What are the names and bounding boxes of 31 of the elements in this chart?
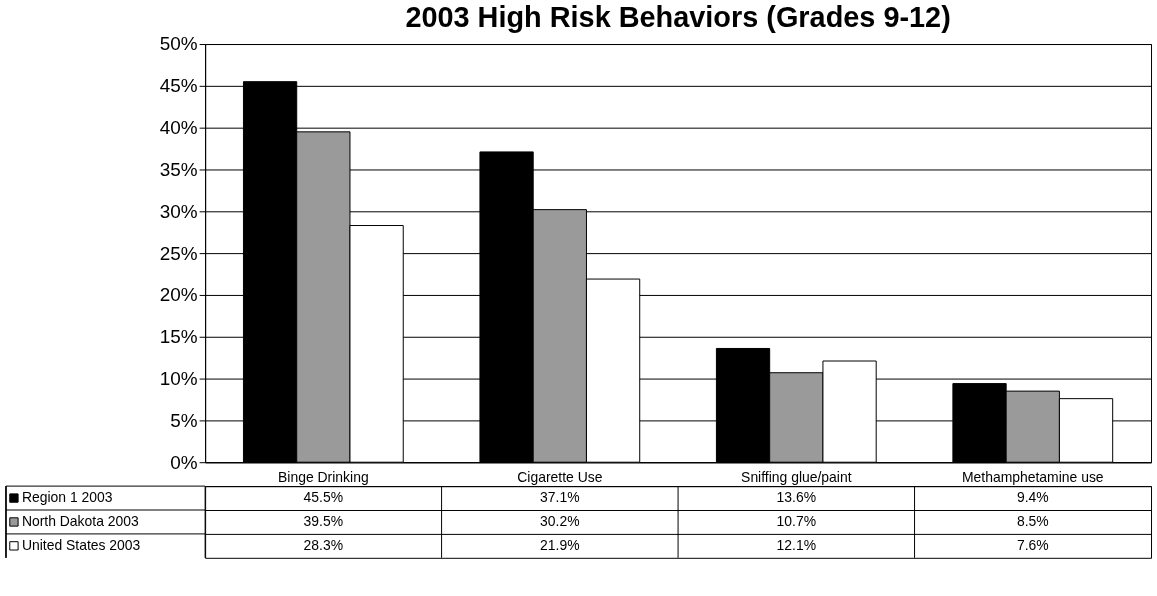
data-label: 8.5% [1016,512,1049,529]
data-label: 9.4% [1016,489,1049,506]
data-label: 21.9% [540,536,580,553]
y-tick-label: 15% [159,326,198,348]
data-label: 30.2% [540,512,580,529]
y-tick-label: 25% [159,242,198,264]
y-tick-label: 10% [159,368,198,390]
data-label: 7.6% [1016,536,1049,553]
y-tick-label: 35% [159,158,198,180]
y-tick-label: 0% [170,451,198,473]
x-tick-label: Sniffing glue/paint [741,468,852,485]
data-label: 37.1% [540,489,580,506]
data-label: 45.5% [303,489,344,506]
y-tick-label: 5% [170,409,198,431]
y-tick-label: 45% [159,75,198,97]
legend-label: United States 2003 [21,536,141,553]
data-label: 13.6% [776,489,817,506]
y-tick-label: 20% [159,284,198,306]
x-tick-label: Binge Drinking [278,468,369,485]
data-label: 28.3% [303,536,344,553]
x-tick-label: Cigarette Use [517,468,603,485]
y-tick-label: 40% [159,117,198,139]
y-tick-label: 50% [159,33,198,55]
data-label: 12.1% [776,536,817,553]
y-tick-label: 30% [159,200,198,222]
legend-label: Region 1 2003 [21,489,113,506]
x-tick-label: Methamphetamine use [961,468,1104,485]
chart-title: 2003 High Risk Behaviors (Grades 9-12) [405,1,951,34]
data-label: 10.7% [776,512,817,529]
data-label: 39.5% [303,512,344,529]
legend-label: North Dakota 2003 [21,512,140,529]
